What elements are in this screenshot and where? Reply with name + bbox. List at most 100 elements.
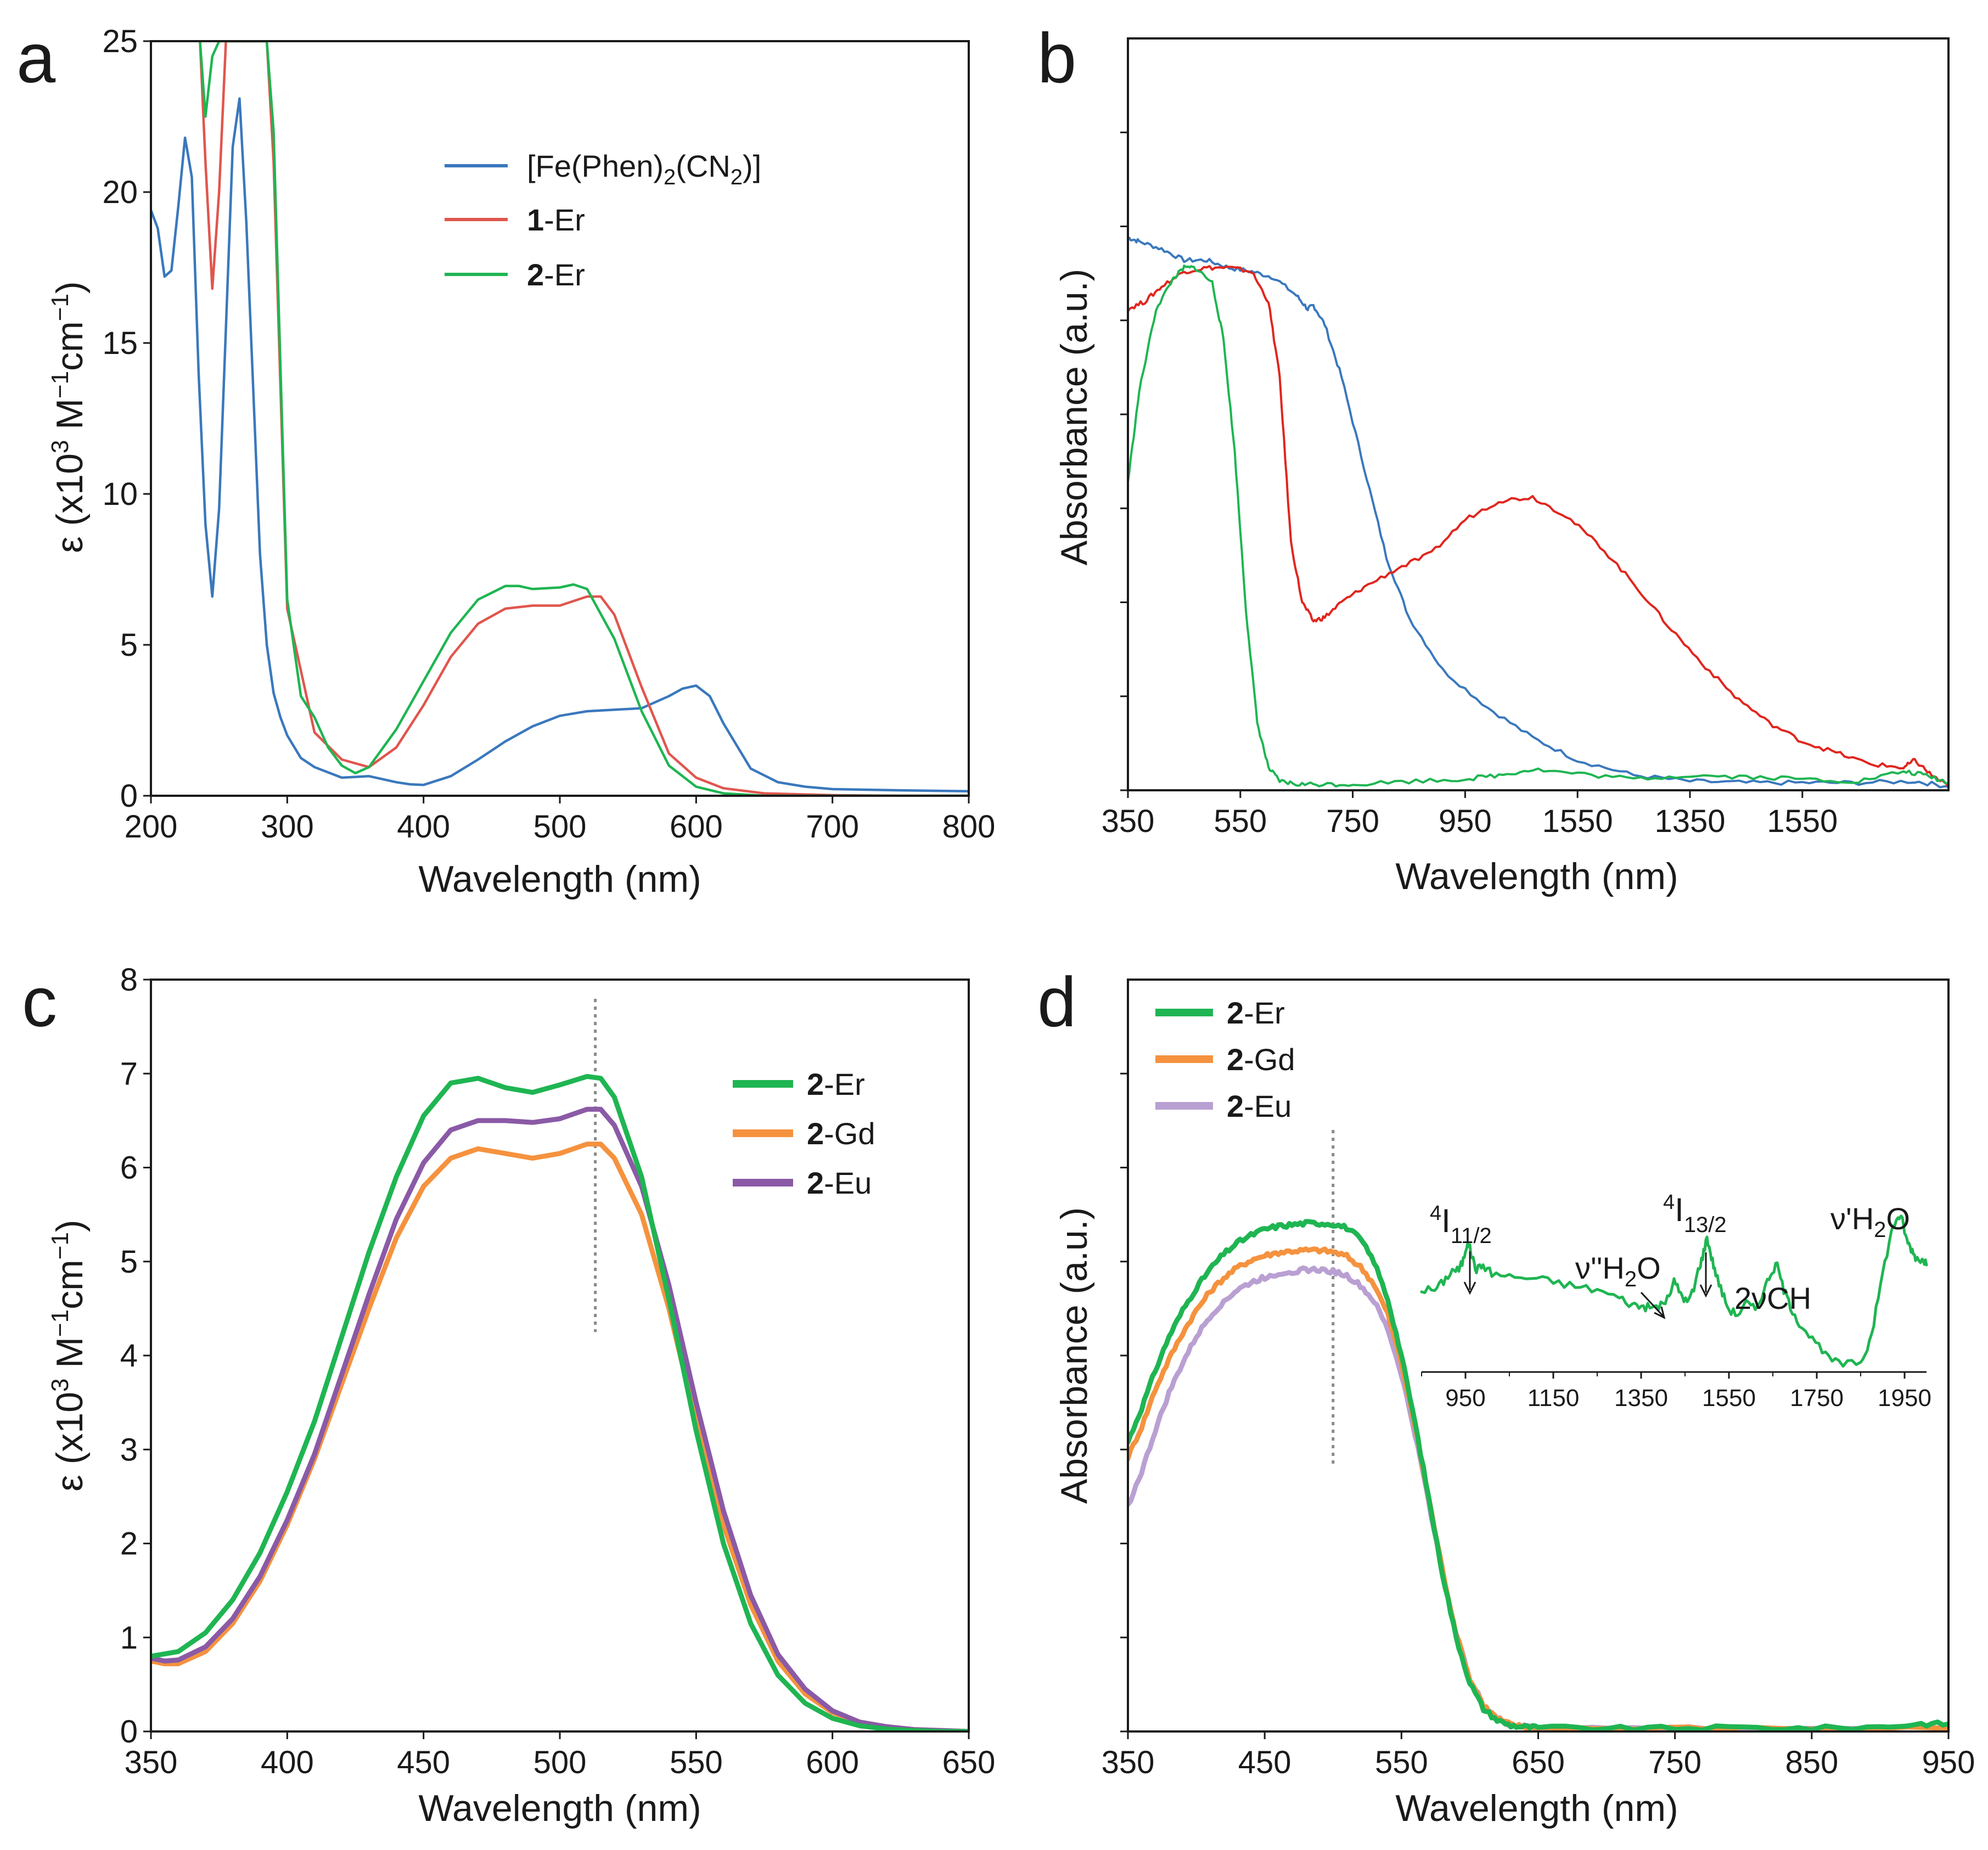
panel-c-plot-area: 350 400 450 500 550 600 650 0 1 2 3 4 5 6 7 8: [120, 962, 996, 1780]
panel-c-ytick-label: 2: [120, 1526, 138, 1562]
panel-a-ytick-label: 20: [102, 175, 138, 210]
panel-c-y-label: ε (x103 M−1cm−1): [47, 1219, 91, 1491]
legend-d-label-eu: 2-Eu: [1227, 1089, 1291, 1123]
panel-a: a 200 300 400 500 600 700 800 0 5 10 15 20 25 Wavele…: [16, 19, 995, 900]
panel-c-x-label: Wavelength (nm): [418, 1787, 701, 1829]
legend-c-label-er: 2-Er: [807, 1067, 865, 1101]
panel-d-x-label: Wavelength (nm): [1395, 1787, 1678, 1829]
panel-d-y-label: Absorbance (a.u.): [1053, 1207, 1095, 1504]
inset-xtick-label: 950: [1445, 1385, 1485, 1412]
legend-d-label-er: 2-Er: [1227, 996, 1285, 1030]
panel-b-x-label: Wavelength (nm): [1395, 856, 1678, 897]
panel-a-xtick-label: 700: [806, 809, 859, 845]
panel-a-ytick-label: 5: [120, 627, 138, 663]
panel-letter-d: d: [1037, 963, 1076, 1042]
panel-d-frame: [1127, 979, 1950, 1733]
panel-d-xtick-label: 350: [1102, 1745, 1155, 1780]
panel-a-y-label: ε (x103 M−1cm−1): [47, 281, 91, 553]
panel-a-xtick-label: 800: [942, 809, 996, 845]
panel-a-ytick-label: 25: [102, 24, 138, 59]
panel-a-xtick-label: 200: [125, 809, 178, 845]
panel-b-plot-area: 350 550 750 950 1550 1350 1550: [1102, 131, 1948, 839]
panel-c-ytick-label: 3: [120, 1432, 138, 1467]
inset-xtick-label: 1150: [1527, 1385, 1580, 1412]
panel-d: d 350 450 550 650 750 850 950 Wavelength (nm) …: [1037, 963, 1975, 1829]
panel-b-xtick-label: 1350: [1654, 803, 1725, 839]
inset-annotation-4i13-2: 4I13/2: [1663, 1191, 1727, 1237]
panel-a-ytick-label: 10: [102, 476, 138, 512]
panel-b-xtick-label: 1550: [1542, 803, 1613, 839]
panel-letter-b: b: [1037, 19, 1076, 98]
legend-c-label-eu: 2-Eu: [807, 1166, 872, 1200]
panel-d-series-er: [1128, 1219, 1948, 1731]
panel-a-xtick-label: 500: [533, 809, 587, 845]
legend-a-label-fe: [Fe(Phen)2(CN2)]: [527, 149, 761, 189]
panel-b-y-label: Absorbance (a.u.): [1053, 269, 1095, 566]
panel-a-xtick-label: 600: [670, 809, 723, 845]
inset-plot-area: 950 1150 1350 1550 1750 1950: [1420, 1214, 1931, 1412]
panel-a-series-2er: [199, 41, 969, 796]
panel-c-xtick-label: 650: [942, 1745, 996, 1780]
panel-b-series-2er: [1128, 265, 1948, 788]
panel-a-plot-area: 200 300 400 500 600 700 800 0 5 10 15 20 25: [102, 24, 995, 845]
inset-annotation-2vch: 2νCH: [1734, 1281, 1811, 1315]
panel-d-inset: 950 1150 1350 1550 1750 1950 4I11/2 4I13/2 ν'…: [1420, 1191, 1931, 1412]
panel-d-xtick-label: 950: [1922, 1745, 1975, 1780]
panel-c-ytick-label: 4: [120, 1338, 138, 1374]
panel-letter-c: c: [22, 963, 57, 1042]
panel-c-series-gd: [151, 1142, 969, 1731]
panel-a-xtick-label: 400: [397, 809, 450, 845]
inset-xtick-label: 1950: [1878, 1385, 1931, 1412]
panel-d-legend: 2-Er 2-Gd 2-Eu: [1155, 996, 1295, 1123]
panel-b-series-fe: [1128, 237, 1948, 789]
legend-a-label-1er: 1-Er: [527, 203, 585, 237]
panel-c-xtick-label: 500: [533, 1745, 587, 1780]
panel-c-frame: [150, 979, 970, 1733]
panel-a-series-1er: [199, 41, 969, 796]
panel-b: b 350 550 750 950 1550 1350 1550 Wavelength (n…: [1037, 19, 1950, 897]
panel-c-ytick-label: 0: [120, 1714, 138, 1750]
panel-c-xtick-label: 450: [397, 1745, 450, 1780]
panel-a-series-fe: [151, 97, 969, 793]
panel-c: c 350 400 450 500 550 600 650 0 1 2 3 4 5 6 7 8 Wavelen…: [22, 962, 995, 1829]
arrowhead-4i13-2: [1699, 1284, 1712, 1298]
panel-d-xtick-label: 650: [1512, 1745, 1565, 1780]
panel-b-frame: [1127, 37, 1950, 791]
legend-d-label-gd: 2-Gd: [1227, 1042, 1295, 1077]
panel-a-frame: [150, 40, 970, 797]
panel-a-ytick-label: 0: [120, 778, 138, 814]
panel-b-xtick-label: 550: [1214, 803, 1267, 839]
inset-xtick-label: 1350: [1614, 1385, 1668, 1412]
panel-c-series-eu: [151, 1106, 969, 1731]
panel-c-ytick-label: 8: [120, 962, 138, 998]
panel-b-series-1er: [1128, 265, 1948, 788]
panel-d-xtick-label: 550: [1375, 1745, 1428, 1780]
panel-c-xtick-label: 600: [806, 1745, 859, 1780]
panel-b-xtick-label: 1550: [1767, 803, 1838, 839]
legend-a-label-2er: 2-Er: [527, 257, 585, 292]
panel-c-ytick-label: 6: [120, 1150, 138, 1186]
inset-xtick-label: 1750: [1790, 1385, 1844, 1412]
arrow-v2-h2o: [1640, 1291, 1664, 1317]
panel-c-series-er: [151, 1073, 969, 1731]
panel-a-x-label: Wavelength (nm): [418, 858, 701, 900]
panel-c-legend: 2-Er 2-Gd 2-Eu: [733, 1067, 875, 1200]
legend-c-label-gd: 2-Gd: [807, 1116, 875, 1151]
panel-a-legend: [Fe(Phen)2(CN2)] 1-Er 2-Er: [445, 149, 761, 292]
inset-series-2er: [1420, 1214, 1928, 1368]
panel-d-series-eu: [1128, 1265, 1948, 1731]
inset-xtick-label: 1550: [1702, 1385, 1756, 1412]
arrowhead-4i11-2: [1463, 1281, 1476, 1295]
panel-c-xtick-label: 550: [670, 1745, 723, 1780]
panel-b-xtick-label: 750: [1326, 803, 1379, 839]
panel-d-plot-area: 350 450 550 650 750 850 950: [1102, 1072, 1975, 1780]
panel-d-series-gd: [1128, 1246, 1948, 1731]
panel-c-ytick-label: 1: [120, 1620, 138, 1656]
panel-a-xtick-label: 300: [261, 809, 314, 845]
panel-d-xtick-label: 450: [1238, 1745, 1291, 1780]
panel-c-xtick-label: 350: [125, 1745, 178, 1780]
panel-c-ytick-label: 5: [120, 1244, 138, 1280]
panel-a-ytick-label: 15: [102, 325, 138, 361]
panel-letter-a: a: [16, 19, 56, 98]
panel-c-ytick-label: 7: [120, 1056, 138, 1092]
